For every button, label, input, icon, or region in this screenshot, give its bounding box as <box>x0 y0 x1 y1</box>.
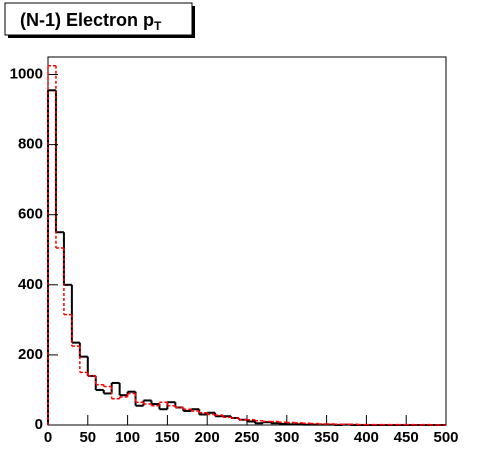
title-subscript: T <box>154 19 162 33</box>
x-tick-label: 150 <box>155 429 180 446</box>
x-tick-label: 300 <box>274 429 299 446</box>
x-tick-label: 100 <box>115 429 140 446</box>
y-tick-label: 0 <box>35 416 43 433</box>
y-tick-label: 800 <box>18 136 43 153</box>
x-tick-label: 200 <box>195 429 220 446</box>
x-tick-label: 350 <box>314 429 339 446</box>
chart-title: (N-1) Electron pT <box>20 10 162 33</box>
y-tick-label: 200 <box>18 346 43 363</box>
x-tick-label: 50 <box>79 429 96 446</box>
y-tick-label: 600 <box>18 206 43 223</box>
y-tick-label: 1000 <box>10 65 43 82</box>
x-tick-label: 250 <box>234 429 259 446</box>
x-tick-label: 400 <box>354 429 379 446</box>
y-tick-label: 400 <box>18 276 43 293</box>
x-tick-label: 500 <box>433 429 458 446</box>
x-tick-label: 450 <box>394 429 419 446</box>
title-text: (N-1) Electron p <box>20 10 154 30</box>
title-box <box>4 2 193 36</box>
x-tick-label: 0 <box>44 429 52 446</box>
